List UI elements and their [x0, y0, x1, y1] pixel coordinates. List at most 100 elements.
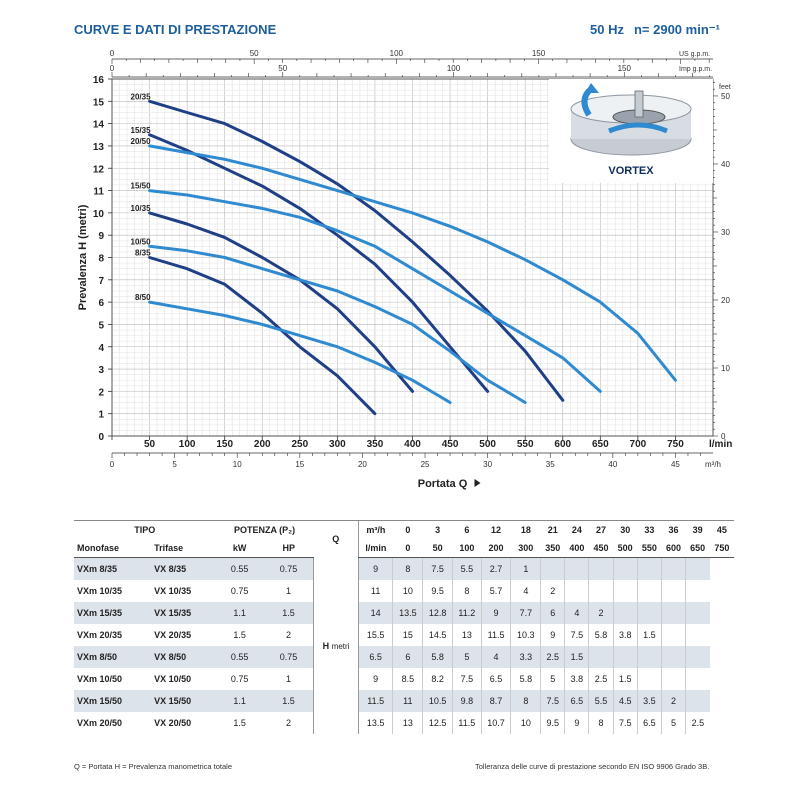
power-hp: 1 — [286, 674, 292, 684]
lmin-value: 400 — [564, 539, 589, 558]
head-value: 8.5 — [392, 668, 423, 690]
m3h-value: 33 — [637, 520, 662, 539]
head-value — [612, 557, 638, 580]
head-value: 8.7 — [480, 690, 511, 712]
x-tick-label: 350 — [367, 439, 384, 450]
x-tick-label: 200 — [254, 439, 271, 450]
head-value: 1.5 — [636, 624, 662, 646]
head-value: 6.5 — [564, 690, 589, 712]
head-value: 4 — [480, 646, 511, 668]
head-value: 15.5 — [357, 624, 393, 646]
power-kw: 1.1 — [215, 602, 264, 624]
head-value: 9.5 — [422, 580, 453, 602]
imp-gpm-tick-label: 150 — [618, 64, 632, 73]
x-axis-label: Portata Q — [418, 478, 468, 490]
lmin-value: 500 — [613, 539, 638, 558]
m3h-value: 27 — [588, 520, 614, 539]
vortex-pump-illustration — [570, 83, 692, 156]
power-hp: 1 — [286, 586, 292, 596]
head-value: 8 — [510, 690, 541, 712]
y-tick-label: 12 — [93, 164, 105, 175]
head-value: 2.5 — [685, 712, 710, 734]
y-tick-label: 1 — [98, 410, 104, 421]
m3h-value: 3 — [422, 520, 453, 539]
us-gpm-tick-label: 150 — [532, 49, 546, 58]
power-hp: 0.75 — [263, 646, 314, 668]
feet-tick-label: 20 — [721, 296, 730, 305]
table-row: VXm 15/35 VX 15/35 1.1 1.5 14 13.5 12.8 11.2 9 7.… — [74, 602, 734, 624]
head-value: 11.5 — [451, 712, 482, 734]
head-value: 1.5 — [612, 668, 638, 690]
power-hp: 2 — [286, 718, 292, 728]
series-label: 15/35 — [131, 126, 152, 135]
head-value — [612, 580, 638, 602]
feet-tick-label: 0 — [721, 432, 726, 441]
head-value: 12.5 — [422, 712, 453, 734]
head-value: 5 — [540, 668, 565, 690]
x-tick-label: 600 — [554, 439, 571, 450]
x-tick-label: 500 — [479, 439, 496, 450]
m3h-tick-label: 40 — [608, 460, 617, 469]
power-kw: 0.55 — [215, 557, 264, 580]
power-kw: 0.55 — [215, 646, 264, 668]
series-line-10-50 — [148, 244, 527, 404]
h-unit: metri — [331, 641, 350, 651]
table-row: VXm 10/50 VX 10/50 0.75 1 9 8.5 8.2 7.5 6.5 5.8 5 3… — [74, 668, 734, 690]
lmin-value: 450 — [588, 539, 614, 558]
head-value: 13 — [392, 712, 423, 734]
power-kw: 0.75 — [230, 674, 249, 684]
head-value: 1.5 — [564, 646, 589, 668]
series-line-20-50 — [148, 144, 677, 382]
m3h-value: 30 — [613, 520, 638, 539]
head-value: 9 — [564, 712, 589, 734]
series-line-10-35 — [148, 211, 414, 393]
table-row: VXm 20/50 VX 20/50 1.5 2 13.5 13 12.5 11.5 10.7 1… — [74, 712, 734, 734]
power-kw: 1.5 — [233, 630, 246, 640]
model-monofase: VXm 15/50 — [74, 690, 152, 712]
head-value: 6.5 — [480, 668, 511, 690]
head-value: 2.5 — [540, 646, 565, 668]
lmin-value: 550 — [637, 539, 662, 558]
model-trifase: VX 15/50 — [151, 690, 216, 712]
head-value — [636, 668, 662, 690]
table-body: VXm 8/35 VX 8/35 0.55 0.75 H metri 9 8 7.5 5.5 2.… — [74, 557, 734, 734]
m3h-tick-label: 25 — [421, 460, 430, 469]
us-gpm-tick-label: 50 — [250, 49, 259, 58]
feet-tick-label: 50 — [721, 92, 730, 101]
head-value: 11.5 — [357, 690, 393, 712]
y-tick-label: 6 — [98, 298, 104, 309]
y-tick-label: 0 — [98, 432, 104, 443]
lmin-value: 100 — [452, 539, 482, 558]
x-tick-label: 250 — [291, 439, 308, 450]
table-row: VXm 10/35 VX 10/35 0.75 1 11 10 9.5 8 5.7 4 2 — [74, 580, 734, 602]
head-value: 5.5 — [451, 557, 482, 580]
power-hp: 2 — [286, 630, 292, 640]
lmin-value: 50 — [422, 539, 453, 558]
head-value — [660, 646, 686, 668]
head-value: 7.5 — [564, 624, 589, 646]
lmin-value: 350 — [540, 539, 565, 558]
head-value: 14.5 — [422, 624, 453, 646]
head-value: 10.7 — [480, 712, 511, 734]
table-row: VXm 8/35 VX 8/35 0.55 0.75 H metri 9 8 7.5 5.5 2.… — [74, 557, 734, 734]
x-tick-label: 450 — [442, 439, 459, 450]
imp-gpm-tick-label: 0 — [110, 64, 115, 73]
head-value: 9.8 — [451, 690, 482, 712]
head-value: 2.5 — [588, 668, 614, 690]
head-value: 5 — [451, 646, 482, 668]
y-tick-label: 5 — [98, 320, 104, 331]
x-tick-label: 750 — [667, 439, 684, 450]
head-value: 7.5 — [612, 712, 638, 734]
head-value — [660, 580, 686, 602]
head-value: 5.7 — [480, 580, 511, 602]
series-label: 20/35 — [131, 92, 152, 101]
head-value — [660, 602, 686, 624]
model-trifase: VX 8/50 — [151, 646, 216, 668]
x-unit-label: l/min — [709, 439, 732, 450]
series-line-15-35 — [148, 133, 490, 393]
head-value: 11.2 — [451, 602, 482, 624]
m3h-tick-label: 30 — [483, 460, 492, 469]
lmin-unit: l/min — [357, 539, 393, 558]
head-value: 5.5 — [588, 690, 614, 712]
